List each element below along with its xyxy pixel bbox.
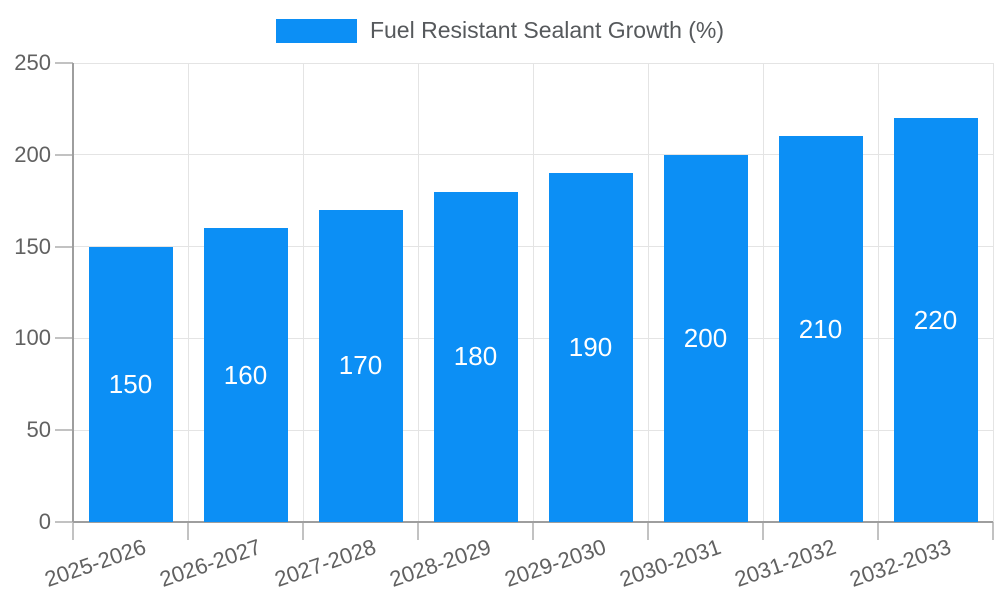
bar[interactable]: 200 bbox=[663, 154, 748, 522]
legend-swatch[interactable] bbox=[275, 18, 357, 43]
y-axis-label: 250 bbox=[14, 50, 51, 75]
y-axis-tick bbox=[55, 521, 73, 523]
bar-value-label: 160 bbox=[223, 359, 268, 390]
y-axis-label: 200 bbox=[14, 141, 51, 167]
gridline-vertical bbox=[532, 63, 534, 522]
y-axis-label: 150 bbox=[14, 233, 51, 259]
y-axis-label: 0 bbox=[38, 509, 51, 534]
gridline-vertical bbox=[762, 63, 764, 522]
bar[interactable]: 210 bbox=[778, 136, 863, 522]
x-axis-tick bbox=[762, 522, 764, 540]
gridline-vertical bbox=[302, 63, 304, 522]
x-axis-tick bbox=[72, 522, 74, 540]
x-axis-tick bbox=[302, 522, 304, 540]
gridline-vertical bbox=[877, 63, 879, 522]
x-axis-tick bbox=[877, 522, 879, 540]
y-axis-label: 50 bbox=[26, 417, 51, 443]
bar[interactable]: 180 bbox=[433, 191, 518, 522]
x-axis-tick bbox=[417, 522, 419, 540]
bar-value-label: 220 bbox=[913, 304, 958, 335]
x-axis-tick bbox=[992, 522, 994, 540]
bar[interactable]: 150 bbox=[88, 246, 173, 522]
y-axis-tick bbox=[55, 62, 73, 64]
y-axis-tick bbox=[55, 245, 73, 248]
bar[interactable]: 170 bbox=[318, 209, 403, 522]
x-axis-tick bbox=[187, 522, 189, 540]
bar[interactable]: 190 bbox=[548, 173, 633, 522]
bar[interactable]: 220 bbox=[893, 118, 978, 522]
gridline-vertical bbox=[417, 63, 419, 522]
x-axis-tick bbox=[532, 522, 534, 540]
x-axis-tick bbox=[647, 522, 649, 540]
x-axis-line bbox=[73, 521, 993, 523]
y-axis-tick bbox=[55, 429, 73, 432]
bar[interactable]: 160 bbox=[203, 228, 288, 522]
y-axis-line bbox=[72, 63, 74, 522]
y-axis-tick bbox=[55, 337, 73, 340]
gridline-vertical bbox=[647, 63, 649, 522]
bar-value-label: 200 bbox=[683, 322, 728, 353]
gridline-vertical bbox=[992, 63, 994, 522]
bar-value-label: 150 bbox=[108, 368, 153, 399]
y-axis-tick bbox=[55, 153, 73, 156]
bar-value-label: 210 bbox=[798, 313, 843, 344]
bar-value-label: 180 bbox=[453, 341, 498, 372]
bar-value-label: 170 bbox=[338, 350, 383, 381]
legend-label: Fuel Resistant Sealant Growth (%) bbox=[369, 17, 725, 43]
legend: Fuel Resistant Sealant Growth (%) bbox=[0, 17, 1000, 44]
y-axis-label: 100 bbox=[14, 325, 51, 351]
gridline-vertical bbox=[187, 63, 189, 522]
bar-value-label: 190 bbox=[568, 332, 613, 363]
